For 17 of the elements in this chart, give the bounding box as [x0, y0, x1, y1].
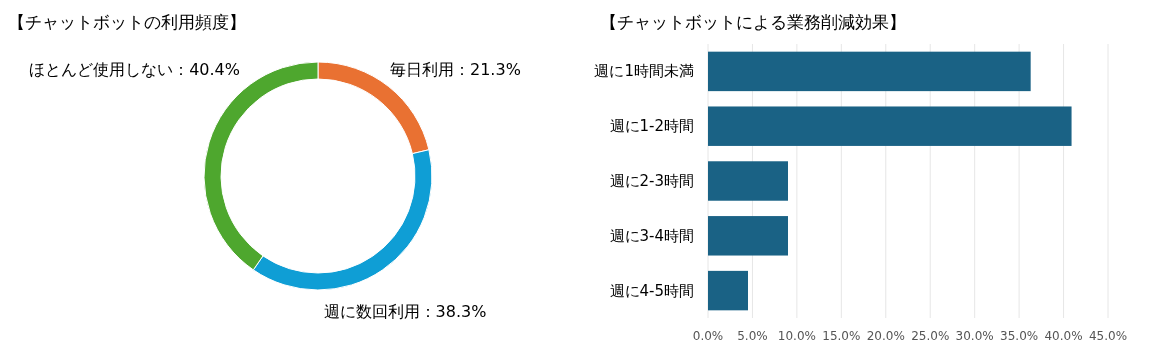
- y-tick-label: 週に3-4時間: [609, 226, 694, 245]
- x-tick-label: 10.0%: [777, 329, 816, 343]
- x-tick-label: 30.0%: [955, 329, 994, 343]
- x-tick-label: 40.0%: [1044, 329, 1083, 343]
- x-tick-label: 25.0%: [911, 329, 950, 343]
- x-tick-label: 20.0%: [866, 329, 905, 343]
- x-tick-label: 35.0%: [1000, 329, 1039, 343]
- x-tick-label: 5.0%: [737, 329, 768, 343]
- y-tick-label: 週に1時間未満: [594, 62, 694, 81]
- y-tick-label: 週に2-3時間: [609, 172, 694, 190]
- chart-title: 【チャットボットの利用頻度】: [8, 12, 246, 32]
- x-tick-label: 45.0%: [1088, 329, 1128, 343]
- y-tick-label: 週に1-2時間: [609, 117, 694, 136]
- x-tick-label: 15.0%: [822, 329, 861, 343]
- chart-title: 【チャットボットによる業務削減効果】: [600, 12, 906, 32]
- y-tick-label: 週に4-5時間: [609, 281, 694, 300]
- x-tick-label: 0.0%: [692, 329, 724, 343]
